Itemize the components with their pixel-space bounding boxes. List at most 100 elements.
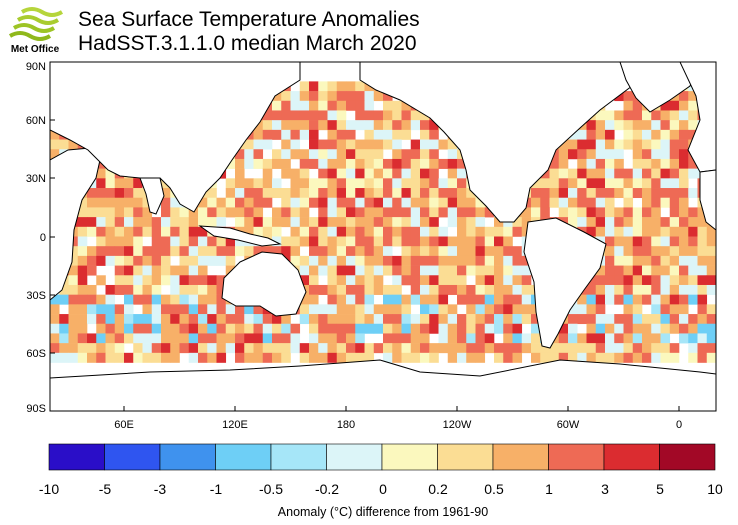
anomaly-cell xyxy=(595,217,606,228)
anomaly-cell xyxy=(420,226,430,237)
anomaly-cell xyxy=(531,352,541,363)
anomaly-cell xyxy=(170,314,180,325)
anomaly-cell xyxy=(410,226,421,237)
anomaly-cell xyxy=(161,246,171,257)
north-america xyxy=(359,62,641,223)
anomaly-cell xyxy=(568,333,578,344)
anomaly-cell xyxy=(447,343,458,354)
anomaly-cell xyxy=(318,168,328,179)
anomaly-cell xyxy=(660,333,671,344)
anomaly-cell xyxy=(457,352,467,363)
anomaly-cell xyxy=(318,207,328,218)
anomaly-cell xyxy=(327,197,338,208)
anomaly-cell xyxy=(77,333,88,344)
cbar-tick: 0 xyxy=(379,481,387,497)
anomaly-cell xyxy=(318,304,328,315)
anomaly-cell xyxy=(605,323,615,334)
anomaly-cell xyxy=(457,236,467,247)
anomaly-cell xyxy=(299,91,310,102)
anomaly-cell xyxy=(355,91,365,102)
anomaly-cell xyxy=(133,343,143,354)
anomaly-cell xyxy=(577,168,587,179)
anomaly-cell xyxy=(50,314,60,325)
anomaly-cell xyxy=(114,255,125,266)
anomaly-cell xyxy=(383,352,393,363)
anomaly-cell xyxy=(614,168,624,179)
anomaly-cell xyxy=(679,255,689,266)
anomaly-cell xyxy=(503,236,513,247)
anomaly-cell xyxy=(540,343,550,354)
anomaly-cell xyxy=(392,323,402,334)
anomaly-cell xyxy=(503,343,513,354)
anomaly-cell xyxy=(124,236,134,247)
anomaly-cell xyxy=(577,343,587,354)
cbar-tick: 10 xyxy=(707,481,723,497)
anomaly-cell xyxy=(133,207,143,218)
anomaly-cell xyxy=(540,207,550,218)
anomaly-cell xyxy=(595,158,606,169)
anomaly-cell xyxy=(290,168,301,179)
anomaly-cell xyxy=(235,188,245,199)
anomaly-cell xyxy=(235,236,245,247)
anomaly-cell xyxy=(651,294,661,305)
anomaly-cell xyxy=(475,207,486,218)
anomaly-cell xyxy=(605,236,615,247)
anomaly-cell xyxy=(77,343,88,354)
anomaly-cell xyxy=(290,149,301,160)
anomaly-cell xyxy=(577,149,587,160)
anomaly-cell xyxy=(336,265,347,276)
anomaly-cell xyxy=(697,207,708,218)
anomaly-cell xyxy=(327,323,338,334)
anomaly-cell xyxy=(660,168,671,179)
anomaly-cell xyxy=(281,333,291,344)
anomaly-cell xyxy=(614,255,624,266)
anomaly-cell xyxy=(216,197,227,208)
anomaly-cell xyxy=(475,275,486,286)
anomaly-cell xyxy=(216,255,227,266)
anomaly-cell xyxy=(642,352,652,363)
anomaly-cell xyxy=(660,236,671,247)
anomaly-cell xyxy=(198,343,208,354)
anomaly-cell xyxy=(105,352,116,363)
anomaly-cell xyxy=(475,284,486,295)
anomaly-cell xyxy=(595,333,606,344)
anomaly-cell xyxy=(420,265,430,276)
anomaly-cell xyxy=(318,323,328,334)
anomaly-cell xyxy=(688,158,698,169)
anomaly-cell xyxy=(133,314,143,325)
lon-axis: 60E 120E 180 120W 60W 0 xyxy=(114,406,682,431)
anomaly-cell xyxy=(198,207,208,218)
anomaly-cell xyxy=(401,197,412,208)
anomaly-cell xyxy=(623,100,634,111)
anomaly-cell xyxy=(355,246,365,257)
anomaly-cell xyxy=(420,129,430,140)
anomaly-cell xyxy=(660,255,671,266)
anomaly-cell xyxy=(484,284,495,295)
anomaly-cell xyxy=(281,100,291,111)
anomaly-cell xyxy=(679,188,689,199)
anomaly-cell xyxy=(568,178,578,189)
anomaly-cell xyxy=(336,236,347,247)
anomaly-cell xyxy=(679,265,689,276)
anomaly-cell xyxy=(151,304,162,315)
anomaly-cell xyxy=(161,226,171,237)
anomaly-cell xyxy=(309,265,319,276)
anomaly-cell xyxy=(466,294,476,305)
anomaly-cell xyxy=(466,352,476,363)
anomaly-cell xyxy=(632,265,643,276)
anomaly-cell xyxy=(346,226,356,237)
anomaly-cell xyxy=(447,352,458,363)
anomaly-cell xyxy=(623,343,634,354)
anomaly-cell xyxy=(632,129,643,140)
anomaly-cell xyxy=(336,294,347,305)
anomaly-cell xyxy=(299,158,310,169)
anomaly-cell xyxy=(309,246,319,257)
anomaly-cell xyxy=(623,294,634,305)
anomaly-cell xyxy=(651,139,661,150)
anomaly-cell xyxy=(346,139,356,150)
anomaly-cell xyxy=(697,275,708,286)
anomaly-cell xyxy=(96,294,106,305)
anomaly-cell xyxy=(272,217,282,228)
anomaly-cell xyxy=(401,255,412,266)
anomaly-cell xyxy=(540,178,550,189)
